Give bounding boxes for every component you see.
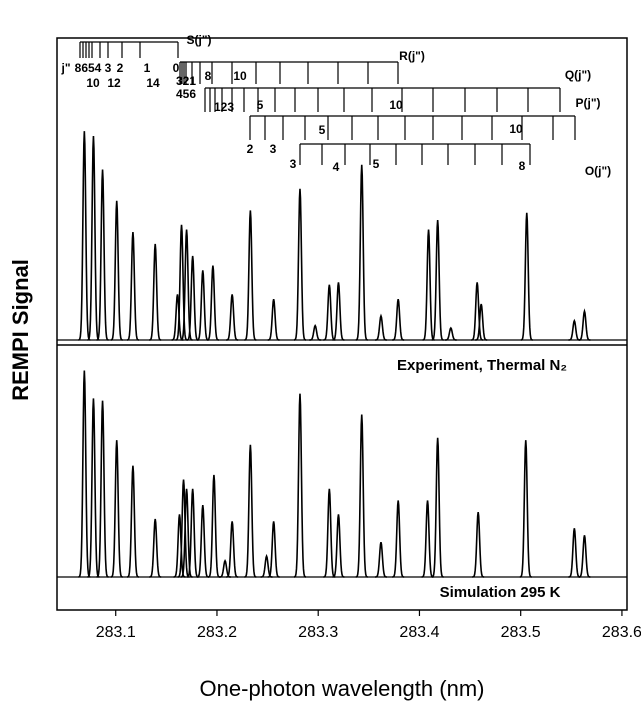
x-tick-label: 283.3 <box>298 624 338 641</box>
branch-label: 3 <box>270 142 277 156</box>
x-tick-label: 283.6 <box>602 624 641 641</box>
spectral-peak <box>267 299 280 341</box>
x-tick-label: 283.4 <box>399 624 439 641</box>
spectral-peak <box>260 553 273 578</box>
spectral-peak <box>332 514 345 578</box>
branch-label: 456 <box>176 87 196 101</box>
spectral-peak <box>578 308 591 341</box>
spectral-peak <box>196 270 209 341</box>
branch-label: 2 <box>117 61 124 75</box>
spectral-peak <box>422 229 435 341</box>
spectral-peak <box>568 528 581 578</box>
spectral-peak <box>78 131 91 341</box>
spectral-peak <box>392 299 405 341</box>
spectral-peak <box>173 514 186 578</box>
spectral-peak <box>568 318 581 341</box>
spectral-peak <box>196 504 209 578</box>
spectral-peak <box>110 440 123 578</box>
spectral-peak <box>519 440 532 578</box>
branch-label: 10 <box>233 69 247 83</box>
spectral-peak <box>323 488 336 578</box>
branch-label: 10 <box>389 98 403 112</box>
spectral-peak <box>444 326 457 341</box>
spectral-peak <box>149 518 162 578</box>
branch-label: 8 <box>205 69 212 83</box>
spectral-peak <box>207 474 220 578</box>
spectral-peak <box>392 500 405 578</box>
branch-label: 4 <box>333 160 340 174</box>
x-tick-label: 283.2 <box>197 624 237 641</box>
panel-label: Simulation 295 K <box>440 584 561 601</box>
spectral-peak <box>226 294 239 341</box>
branch-label: 8654 <box>75 61 102 75</box>
branch-label: 1 <box>144 61 151 75</box>
spectral-peak <box>520 212 533 341</box>
branch-label: 123 <box>214 100 234 114</box>
spectral-peak <box>186 255 199 341</box>
spectral-peak <box>180 229 193 341</box>
spectral-peak <box>206 265 219 341</box>
branch-label: 14 <box>146 76 160 90</box>
spectral-peak <box>309 323 322 341</box>
spectral-peak <box>578 535 591 578</box>
branch-label: 5 <box>257 98 264 112</box>
branch-label: P(j") <box>575 96 600 110</box>
branch-label: 321 <box>176 74 196 88</box>
branch-label: 0 <box>173 61 180 75</box>
branch-label: 3 <box>290 157 297 171</box>
spectral-peak <box>175 224 188 341</box>
spectral-peak <box>186 488 199 578</box>
spectral-peak <box>244 210 257 341</box>
spectral-peak <box>475 303 488 341</box>
spectral-peak <box>431 219 444 341</box>
spectral-peak <box>471 282 484 341</box>
branch-label: j" <box>60 61 70 75</box>
plot-frame <box>56 37 628 611</box>
panel-label: Experiment, Thermal N₂ <box>397 357 567 374</box>
spectral-peak <box>110 200 123 341</box>
branch-label: 5 <box>373 157 380 171</box>
spectral-peak <box>96 169 109 341</box>
spectral-peak <box>431 437 444 578</box>
spectral-peak <box>87 135 100 341</box>
branch-label: 10 <box>86 76 100 90</box>
spectral-peak <box>472 511 485 578</box>
spectral-peak <box>244 444 257 578</box>
y-axis-title: REMPI Signal <box>8 259 33 401</box>
spectral-peak <box>149 243 162 341</box>
x-tick-label: 283.1 <box>96 624 136 641</box>
spectral-peak <box>126 465 139 578</box>
spectral-peak <box>374 313 387 341</box>
spectral-peak <box>78 370 91 578</box>
branch-label: O(j") <box>585 164 611 178</box>
x-axis-title: One-photon wavelength (nm) <box>200 676 485 701</box>
spectral-peak <box>219 558 232 578</box>
branch-label: 8 <box>519 159 526 173</box>
spectral-peak <box>421 500 434 578</box>
branch-label: S(j") <box>186 33 211 47</box>
branch-label: R(j") <box>399 49 425 63</box>
spectral-peak <box>323 284 336 341</box>
spectral-peak <box>96 400 109 578</box>
spectral-peak <box>267 521 280 578</box>
spectral-peak <box>180 488 193 578</box>
branch-label: 10 <box>509 122 523 136</box>
x-tick-label: 283.5 <box>501 624 541 641</box>
branch-label: 12 <box>107 76 121 90</box>
branch-label: Q(j") <box>565 68 591 82</box>
spectral-peak <box>126 231 139 341</box>
branch-label: 3 <box>105 61 112 75</box>
spectral-peak <box>226 521 239 578</box>
branch-label: 5 <box>319 123 326 137</box>
spectral-peak <box>177 479 190 578</box>
spectral-peak <box>332 282 345 341</box>
spectral-peak <box>293 393 307 578</box>
branch-label: 2 <box>247 142 254 156</box>
spectral-peak <box>355 414 368 578</box>
spectral-peak <box>355 164 368 341</box>
spectral-peak <box>374 542 388 578</box>
spectral-peak <box>293 188 307 341</box>
spectral-peak <box>87 398 100 578</box>
